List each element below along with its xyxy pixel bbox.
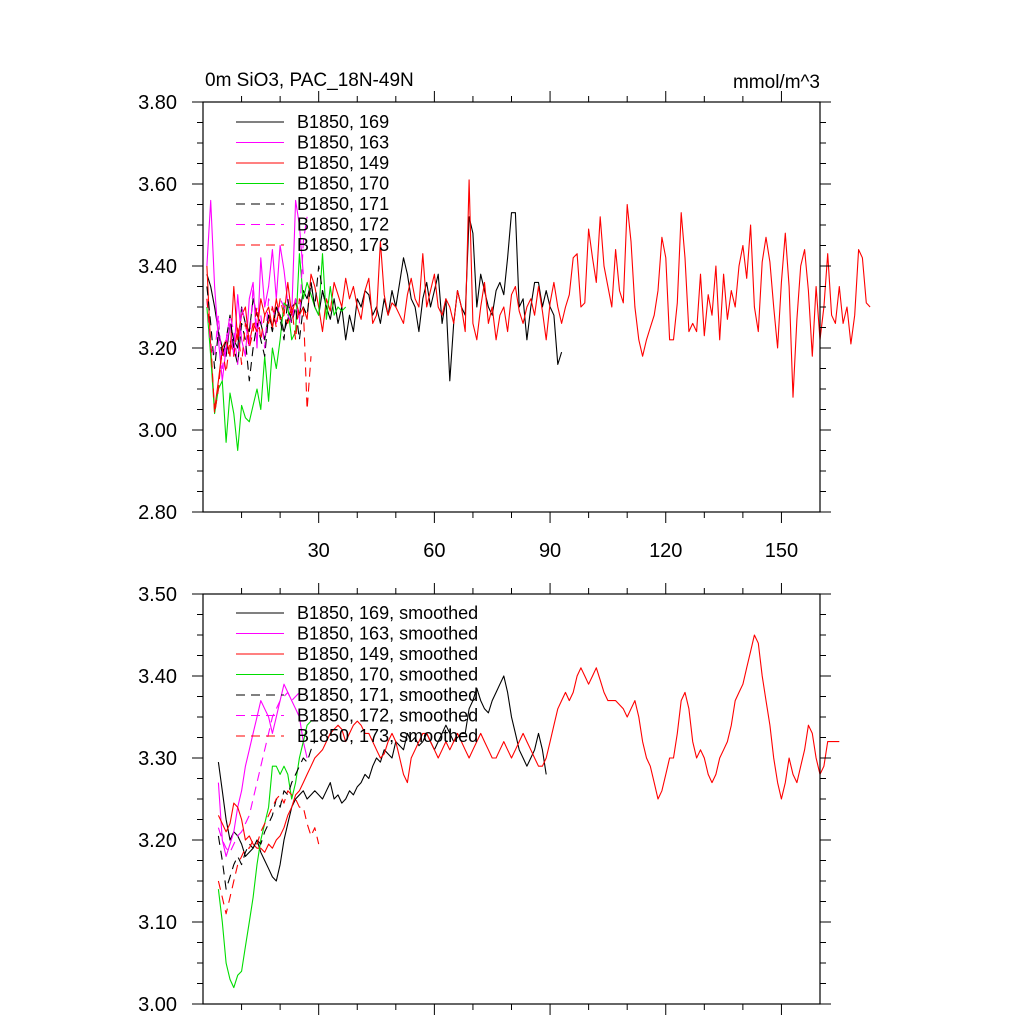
y-tick-label: 3.40	[138, 256, 177, 278]
legend-entry: B1850, 173, smoothed	[297, 726, 478, 746]
legend-entry: B1850, 169	[297, 112, 389, 132]
chart-title: 0m SiO3, PAC_18N-49N	[205, 70, 414, 91]
series-lines	[206, 179, 871, 452]
x-tick-label: 60	[423, 540, 445, 562]
series-line-5	[217, 691, 300, 853]
y-tick-label: 3.20	[138, 338, 177, 360]
series-lines	[217, 634, 840, 989]
plot-frame	[202, 101, 821, 513]
legend-entry: B1850, 149, smoothed	[297, 644, 478, 664]
legend-entry: B1850, 170	[297, 174, 389, 194]
y-tick-label: 3.00	[138, 420, 177, 442]
units-label: mmol/m^3	[733, 72, 820, 93]
y-tick-label: 2.80	[138, 502, 177, 524]
series-line-6	[206, 298, 312, 415]
series-line-5	[206, 216, 308, 370]
y-tick-label: 3.80	[138, 92, 177, 114]
y-ticks: 3.00 3.10 3.20 3.30 3.40 3.50	[138, 584, 831, 1016]
legend-entry: B1850, 172	[297, 215, 389, 235]
series-line-3	[217, 720, 312, 989]
legend-entry: B1850, 169, smoothed	[297, 603, 478, 623]
top-chart: 30 60 90 120 150 2.80 3.00 3.20 3.40 3.60 3.80 0m S…	[138, 70, 871, 562]
y-tick-label: 3.20	[138, 830, 177, 852]
legend-entry: B1850, 170, smoothed	[297, 665, 478, 685]
x-tick-label: 90	[539, 540, 561, 562]
series-line-1	[206, 199, 304, 382]
legend-entry: B1850, 172, smoothed	[297, 706, 478, 726]
series-line-1	[217, 683, 308, 857]
series-line-2	[217, 634, 840, 853]
legend-entry: B1850, 163, smoothed	[297, 624, 478, 644]
legend-entry: B1850, 171, smoothed	[297, 685, 478, 705]
x-ticks	[241, 583, 782, 1015]
series-line-6	[217, 790, 320, 915]
bottom-chart: 3.00 3.10 3.20 3.30 3.40 3.50 B1850, 169, smoo…	[138, 583, 840, 1016]
legend-entry: B1850, 173	[297, 235, 389, 255]
y-tick-label: 3.00	[138, 994, 177, 1016]
x-ticks: 30 60 90 120 150	[241, 91, 798, 562]
legend-entry: B1850, 163	[297, 133, 389, 153]
x-tick-label: 30	[308, 540, 330, 562]
x-tick-label: 120	[649, 540, 682, 562]
series-line-2	[206, 179, 871, 411]
x-tick-label: 150	[765, 540, 798, 562]
y-tick-label: 3.50	[138, 584, 177, 606]
legend-entry: B1850, 171	[297, 194, 389, 214]
y-tick-label: 3.40	[138, 666, 177, 688]
series-line-4	[217, 741, 316, 890]
y-tick-label: 3.60	[138, 174, 177, 196]
y-tick-label: 3.30	[138, 748, 177, 770]
y-tick-label: 3.10	[138, 912, 177, 934]
legend-entry: B1850, 149	[297, 153, 389, 173]
y-ticks: 2.80 3.00 3.20 3.40 3.60 3.80	[138, 92, 831, 524]
series-line-3	[206, 253, 347, 452]
